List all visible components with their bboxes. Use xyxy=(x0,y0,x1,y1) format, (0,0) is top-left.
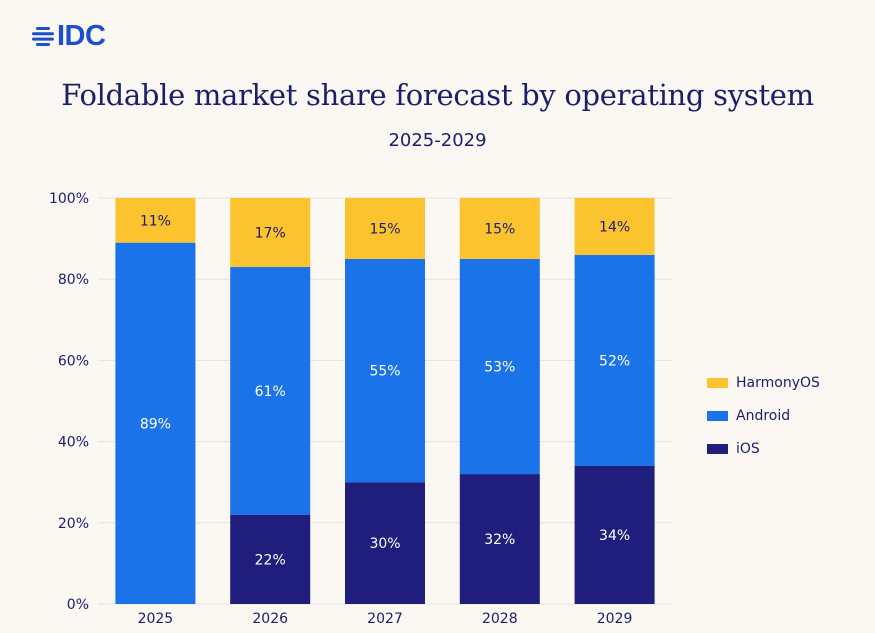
legend-swatch xyxy=(707,410,728,421)
globe-icon xyxy=(32,26,54,46)
data-label: 52% xyxy=(599,353,630,369)
chart-legend: HarmonyOS Android iOS xyxy=(707,366,820,465)
data-label: 15% xyxy=(369,221,400,237)
bar-segment-harmonyos xyxy=(230,198,311,268)
idc-logo: IDC xyxy=(31,20,106,52)
bar-segment-android xyxy=(230,267,311,515)
y-tick-label: 60% xyxy=(58,353,89,369)
bar-segment-harmonyos xyxy=(459,198,540,259)
legend-item: iOS xyxy=(707,432,820,465)
x-tick-label: 2027 xyxy=(367,611,403,627)
y-tick-label: 40% xyxy=(58,435,89,451)
legend-label: HarmonyOS xyxy=(736,374,820,391)
bar-segment-harmonyos xyxy=(574,198,655,255)
y-tick-label: 0% xyxy=(67,597,89,613)
data-label: 32% xyxy=(484,532,515,548)
bar-segment-android xyxy=(115,242,196,604)
x-tick-label: 2025 xyxy=(138,611,174,627)
data-label: 61% xyxy=(255,384,286,400)
data-label: 89% xyxy=(140,416,171,432)
y-tick-label: 80% xyxy=(58,272,89,288)
data-label: 53% xyxy=(484,359,515,375)
data-label: 55% xyxy=(369,364,400,380)
bar-segment-android xyxy=(574,254,655,466)
data-label: 34% xyxy=(599,528,630,544)
y-tick-label: 20% xyxy=(58,516,89,532)
x-tick-label: 2029 xyxy=(597,611,633,627)
bar-segment-ios xyxy=(345,482,425,604)
bar-segment-ios xyxy=(459,474,540,604)
chart-title: Foldable market share forecast by operat… xyxy=(61,78,814,112)
logo-text: IDC xyxy=(57,20,106,52)
bar-segment-harmonyos xyxy=(115,198,196,243)
chart-subtitle: 2025-2029 xyxy=(388,130,487,151)
legend-item: Android xyxy=(707,399,820,432)
bar-segment-ios xyxy=(230,514,311,604)
legend-swatch xyxy=(707,377,728,388)
bar-segment-android xyxy=(345,258,425,483)
data-label: 14% xyxy=(599,219,630,235)
data-label: 17% xyxy=(255,226,286,242)
legend-swatch xyxy=(707,443,728,454)
x-tick-label: 2028 xyxy=(482,611,518,627)
data-label: 15% xyxy=(484,221,515,237)
bar-segment-android xyxy=(459,258,540,475)
bar-segment-ios xyxy=(574,465,655,604)
data-label: 22% xyxy=(255,552,286,568)
y-tick-label: 100% xyxy=(49,191,89,207)
x-tick-label: 2026 xyxy=(252,611,288,627)
legend-label: Android xyxy=(736,407,791,424)
legend-label: iOS xyxy=(736,440,760,457)
data-label: 11% xyxy=(140,213,171,229)
data-label: 30% xyxy=(369,536,400,552)
legend-item: HarmonyOS xyxy=(707,366,820,399)
bar-segment-harmonyos xyxy=(345,198,425,259)
